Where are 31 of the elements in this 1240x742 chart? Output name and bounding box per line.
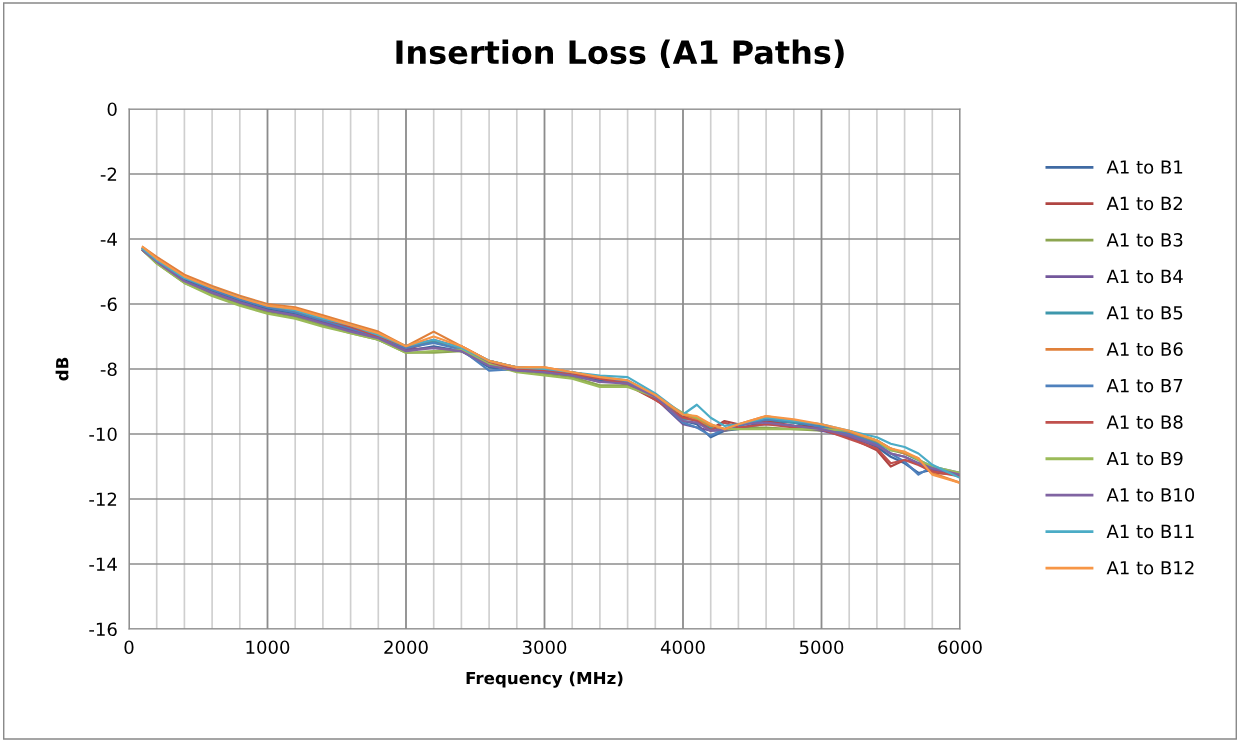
x-tick-label: 0 [124, 640, 134, 655]
legend-label: A1 to B1 [1106, 160, 1183, 174]
chart-title: Insertion Loss (A1 Paths) [396, 39, 844, 69]
x-axis-title: Frequency (MHz) [466, 671, 623, 688]
y-tick-label: -4 [100, 232, 117, 246]
x-tick-label: 2000 [384, 640, 428, 655]
legend-label: A1 to B3 [1106, 233, 1183, 247]
x-tick-label: 1000 [246, 640, 290, 655]
legend-label: A1 to B6 [1106, 342, 1183, 357]
x-tick-label: 3000 [522, 640, 567, 655]
x-tick-label: 6000 [938, 640, 982, 655]
legend-label: A1 to B4 [1106, 269, 1183, 284]
legend-label: A1 to B10 [1106, 488, 1195, 502]
x-tick-label: 5000 [799, 640, 844, 655]
legend-label: A1 to B5 [1106, 306, 1183, 320]
y-tick-label: -6 [100, 297, 117, 312]
y-tick-label: -2 [100, 167, 117, 181]
y-tick-label: -8 [100, 362, 117, 377]
legend-label: A1 to B9 [1106, 451, 1183, 466]
y-tick-label: 0 [107, 102, 117, 117]
y-tick-label: -16 [89, 622, 117, 637]
x-tick-label: 4000 [660, 640, 705, 655]
y-axis-title: dB [55, 357, 69, 381]
y-tick-label: -10 [89, 427, 117, 442]
legend-label: A1 to B7 [1106, 379, 1183, 393]
y-tick-label: -12 [89, 492, 117, 506]
legend-label: A1 to B2 [1106, 196, 1182, 211]
legend-label: A1 to B12 [1106, 560, 1194, 575]
legend-label: A1 to B8 [1106, 415, 1183, 429]
y-tick-label: -14 [89, 557, 117, 571]
legend-label: A1 to B11 [1106, 524, 1194, 539]
